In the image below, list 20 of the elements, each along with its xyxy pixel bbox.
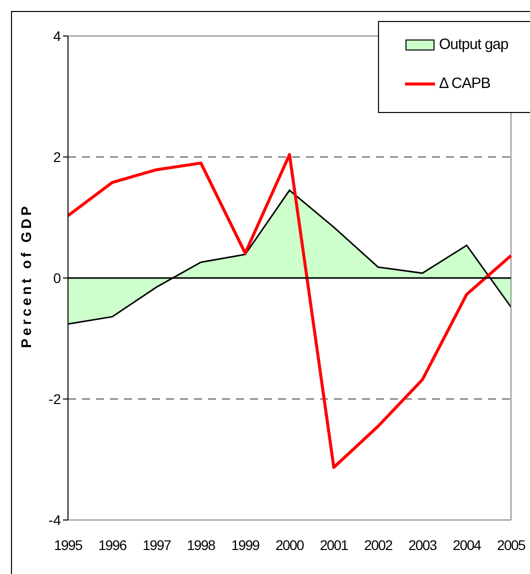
x-tick-label: 2004 xyxy=(452,536,482,553)
legend-label: Output gap xyxy=(439,36,508,53)
x-tick-label: 1996 xyxy=(98,536,128,553)
y-tick-label: 4 xyxy=(53,28,62,44)
y-tick-label: 0 xyxy=(53,270,62,286)
x-tick-label: 2005 xyxy=(497,536,526,553)
y-tick-label: -2 xyxy=(48,390,62,407)
y-tick-label: 2 xyxy=(53,148,62,165)
x-tick-label: 2001 xyxy=(320,536,349,553)
y-tick-label: -4 xyxy=(48,512,62,528)
legend-label: Δ CAPB xyxy=(439,75,490,92)
x-tick-label: 2000 xyxy=(276,536,304,553)
x-tick-label: 1999 xyxy=(231,536,260,553)
x-tick-label: 2002 xyxy=(364,536,394,553)
x-tick-label: 2003 xyxy=(408,536,438,553)
x-tick-label: 1995 xyxy=(54,536,83,553)
y-axis-title: Percent of GDP xyxy=(18,203,34,348)
x-tick-label: 1998 xyxy=(186,536,216,553)
line-series xyxy=(66,153,512,469)
x-tick-label: 1997 xyxy=(142,536,172,553)
